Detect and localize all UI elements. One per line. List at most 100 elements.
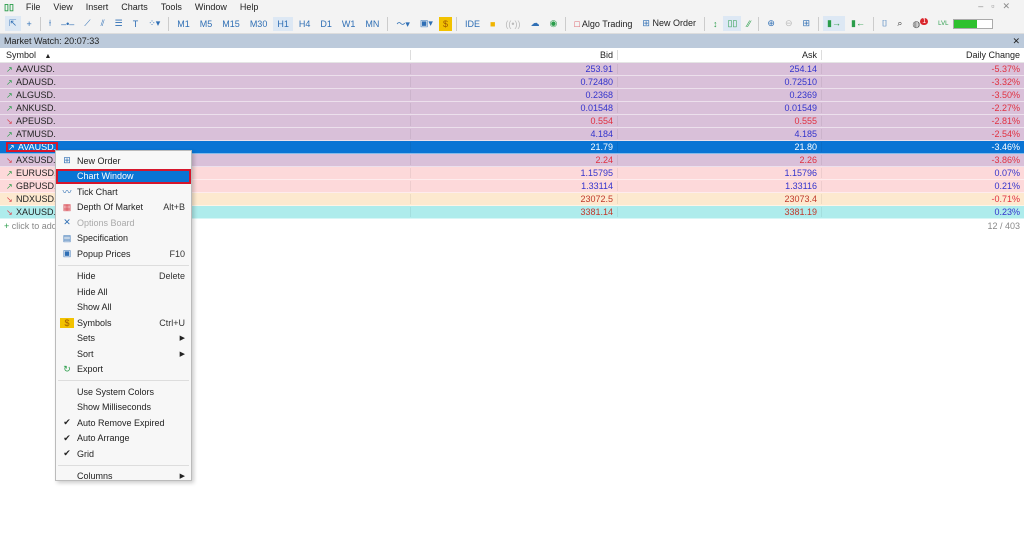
- timeframe-h4[interactable]: H4: [298, 18, 311, 29]
- table-row[interactable]: ↗ GBPUSD. 1.33114 1.33116 0.21%: [0, 180, 1024, 193]
- community-icon[interactable]: ◉: [549, 18, 558, 28]
- context-menu-item-symbols[interactable]: $ Symbols Ctrl+U: [56, 315, 191, 331]
- menu-insert[interactable]: Insert: [85, 2, 109, 12]
- arrow-up-icon: ↗: [6, 78, 13, 87]
- add-symbol-input[interactable]: + click to add: [4, 221, 57, 231]
- context-menu-item-show-all[interactable]: Show All: [77, 302, 112, 313]
- close-icon[interactable]: ✕: [1012, 35, 1020, 46]
- vertical-line-icon[interactable]: ⍿: [48, 18, 52, 28]
- market-icon[interactable]: ■: [489, 18, 496, 29]
- zoom-in-icon[interactable]: ⊕: [767, 18, 775, 28]
- chart-shift-icon[interactable]: ▮←: [851, 18, 865, 28]
- crosshair-icon[interactable]: +: [26, 18, 32, 29]
- horizontal-line-icon[interactable]: –•–: [61, 18, 75, 29]
- checkmark-icon: ✔: [63, 417, 71, 428]
- table-row[interactable]: ↘ XAUUSD. 3381.14 3381.19 0.23%: [0, 206, 1024, 219]
- symbol-cell: ↗ ANKUSD.: [6, 103, 57, 113]
- notifications-icon[interactable]: ◍ 1: [912, 17, 929, 29]
- context-menu-item-auto-remove-expired[interactable]: ✔ Auto Remove Expired: [56, 415, 191, 431]
- timeframe-m5[interactable]: M5: [199, 18, 213, 29]
- column-ask[interactable]: Ask: [617, 50, 821, 60]
- context-menu-item-show-milliseconds[interactable]: Show Milliseconds: [77, 402, 152, 413]
- channel-icon[interactable]: ⫽: [100, 18, 105, 28]
- ide-button[interactable]: IDE: [464, 18, 480, 29]
- bid-cell: 23072.5: [410, 194, 617, 204]
- symbol-count: 12 / 403: [987, 221, 1020, 231]
- table-row[interactable]: ↗ AVAUSD. 21.79 21.80 -3.46%: [0, 141, 1024, 154]
- menu-file[interactable]: File: [25, 2, 41, 12]
- candlestick-icon[interactable]: ▯▯: [723, 16, 742, 31]
- level-progress-bar: [953, 18, 994, 29]
- column-bid[interactable]: Bid: [410, 50, 617, 60]
- menu-tools[interactable]: Tools: [160, 2, 182, 12]
- column-symbol[interactable]: Symbol ▲: [6, 50, 52, 60]
- bid-cell: 0.72480: [410, 77, 617, 87]
- table-row[interactable]: ↘ APEUSD. 0.554 0.555 -2.81%: [0, 115, 1024, 128]
- autoscroll-icon[interactable]: ▮→: [823, 16, 845, 31]
- fibonacci-icon[interactable]: ☰: [114, 18, 123, 28]
- bar-chart-icon[interactable]: ↕: [712, 18, 718, 29]
- timeframe-m15[interactable]: M15: [222, 18, 240, 29]
- table-row[interactable]: ↗ ADAUSD. 0.72480 0.72510 -3.32%: [0, 76, 1024, 89]
- menu-view[interactable]: View: [53, 2, 73, 12]
- context-menu-item-options-board[interactable]: ✕ Options Board: [56, 215, 191, 231]
- table-row[interactable]: ↗ ATMUSD. 4.184 4.185 -2.54%: [0, 128, 1024, 141]
- tile-windows-icon[interactable]: ⊞: [802, 18, 811, 28]
- context-menu-item-depth-of-market[interactable]: ▦ Depth Of Market Alt+B: [56, 200, 191, 216]
- text-icon[interactable]: T: [132, 18, 139, 29]
- line-chart-icon[interactable]: ⁄⁄: [747, 18, 751, 29]
- symbols-icon: $: [60, 317, 74, 328]
- indicators-icon[interactable]: 〜▾: [396, 19, 410, 29]
- context-menu-item-auto-arrange[interactable]: ✔ Auto Arrange: [56, 431, 191, 447]
- timeframe-h1[interactable]: H1: [273, 16, 293, 31]
- table-row[interactable]: ↗ ANKUSD. 0.01548 0.01549 -2.27%: [0, 102, 1024, 115]
- symbol-cell: ↗ ATMUSD.: [6, 129, 56, 139]
- menu-charts[interactable]: Charts: [121, 2, 148, 12]
- context-menu-item-sets[interactable]: Sets ▶: [77, 333, 185, 344]
- algo-trading-button[interactable]: □ Algo Trading: [574, 18, 633, 29]
- timeframe-m30[interactable]: M30: [249, 18, 268, 29]
- context-menu-item-popup-prices[interactable]: ▣ Popup Prices F10: [56, 246, 191, 262]
- context-menu-item-hide-all[interactable]: Hide All: [77, 286, 108, 297]
- new-order-button[interactable]: ⊞ New Order: [642, 18, 696, 28]
- signal-icon[interactable]: ((•)): [505, 18, 521, 29]
- timeframe-mn[interactable]: MN: [365, 18, 380, 29]
- symbol-cell: ↗ ADAUSD.: [6, 77, 57, 87]
- context-menu-item-hide[interactable]: Hide Delete: [77, 271, 185, 282]
- trendline-icon[interactable]: ⟋: [84, 18, 91, 28]
- menu-help[interactable]: Help: [239, 2, 259, 12]
- table-row[interactable]: ↗ EURUSD. 1.15795 1.15796 0.07%: [0, 167, 1024, 180]
- table-row[interactable]: ↘ NDXUSD. 23072.5 23073.4 -0.71%: [0, 193, 1024, 206]
- screenshot-icon[interactable]: ⌷: [881, 18, 888, 28]
- signals-icon[interactable]: $: [438, 16, 452, 31]
- context-menu-item-sort[interactable]: Sort ▶: [77, 348, 185, 359]
- context-menu-item-tick-chart[interactable]: 〰 Tick Chart: [56, 184, 191, 200]
- context-menu-item-columns[interactable]: Columns ▶: [77, 471, 185, 482]
- shapes-icon[interactable]: ⁘▾: [148, 18, 161, 28]
- level-icon[interactable]: LVL: [938, 20, 949, 27]
- table-row[interactable]: ↗ ALGUSD. 0.2368 0.2369 -3.50%: [0, 89, 1024, 102]
- daily-change-cell: -3.86%: [821, 155, 1024, 165]
- table-row[interactable]: ↘ AXSUSD. 2.24 2.26 -3.86%: [0, 154, 1024, 167]
- timeframe-d1[interactable]: D1: [320, 18, 332, 29]
- context-menu-item-specification[interactable]: ▤ Specification: [56, 231, 191, 247]
- window-controls[interactable]: –▫✕: [978, 1, 1018, 11]
- menu-window[interactable]: Window: [194, 2, 227, 12]
- context-menu-item-chart-window[interactable]: Chart Window: [56, 168, 191, 184]
- table-row[interactable]: ↗ AAVUSD. 253.91 254.14 -5.37%: [0, 63, 1024, 76]
- context-menu-item-new-order[interactable]: ⊞ New Order: [56, 153, 191, 169]
- zoom-out-icon[interactable]: ⊖: [784, 18, 793, 28]
- context-menu-item-export[interactable]: ↻ Export: [56, 362, 191, 378]
- column-daily-change[interactable]: Daily Change: [821, 50, 1024, 60]
- context-menu-item-grid[interactable]: ✔ Grid: [56, 446, 191, 462]
- search-icon[interactable]: ⌕: [897, 18, 903, 28]
- timeframe-m1[interactable]: M1: [177, 18, 190, 29]
- templates-icon[interactable]: ▣▾: [419, 18, 433, 28]
- cursor-tool-icon[interactable]: ⇱: [5, 16, 21, 31]
- sort-asc-icon: ▲: [44, 53, 52, 60]
- vps-icon[interactable]: ☁: [530, 18, 540, 28]
- context-menu-item-use-system-colors[interactable]: Use System Colors: [77, 386, 155, 397]
- app-logo-icon: ▯▯: [4, 1, 14, 12]
- symbol-cell: ↘ XAUUSD.: [6, 207, 57, 217]
- timeframe-w1[interactable]: W1: [341, 18, 356, 29]
